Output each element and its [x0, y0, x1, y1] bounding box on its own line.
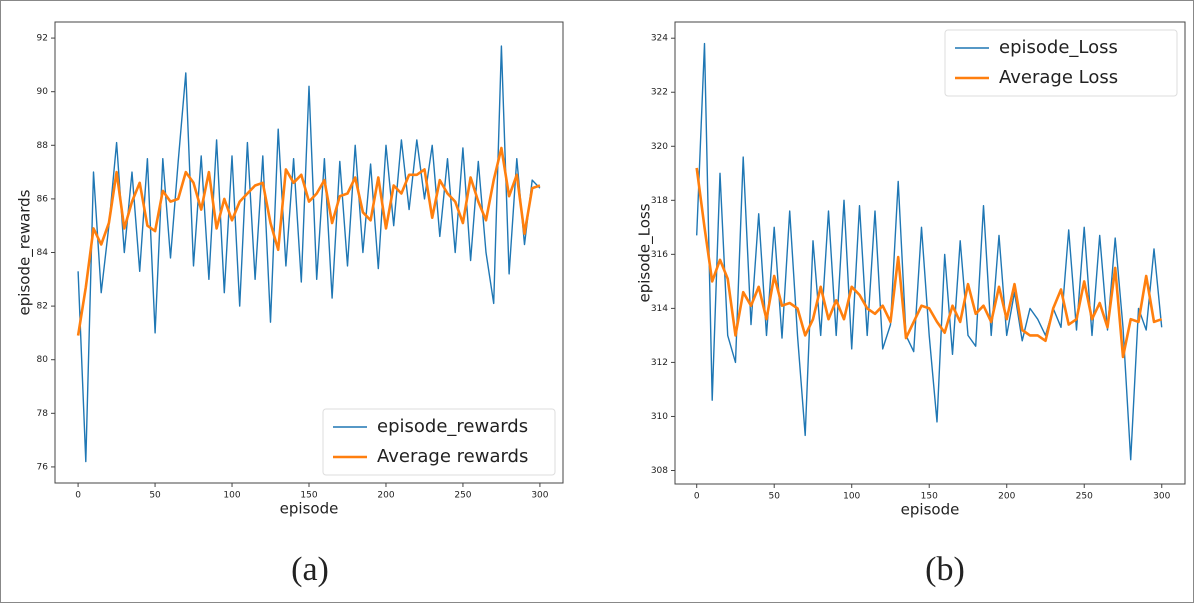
y-axis-label: episode_Loss [636, 203, 655, 302]
series-line [77, 45, 541, 463]
series-line [695, 167, 1163, 359]
caption: (a) [291, 551, 329, 588]
x-axis-label: episode [901, 501, 960, 519]
x-tick-label: 150 [300, 491, 317, 501]
x-tick-label: 50 [768, 492, 780, 502]
legend-label: episode_Loss [999, 37, 1118, 58]
y-tick-label: 84 [37, 248, 49, 258]
y-tick-label: 310 [651, 412, 668, 422]
x-tick-label: 250 [1076, 492, 1093, 502]
x-tick-label: 0 [75, 491, 81, 501]
y-tick-label: 322 [651, 88, 668, 98]
x-tick-label: 150 [921, 492, 938, 502]
x-tick-label: 200 [377, 491, 394, 501]
legend-label: Average Loss [999, 67, 1118, 88]
legend-label: Average rewards [377, 446, 528, 467]
series-line [76, 146, 541, 336]
y-tick-label: 316 [651, 250, 668, 260]
y-tick-label: 314 [651, 304, 668, 314]
y-tick-label: 308 [651, 466, 668, 476]
legend-box [322, 408, 556, 476]
x-tick-label: 0 [694, 492, 700, 502]
x-tick-label: 200 [998, 492, 1015, 502]
y-tick-label: 312 [651, 358, 668, 368]
series-line [696, 42, 1163, 461]
legend-label: episode_rewards [377, 416, 528, 437]
x-tick-label: 300 [531, 491, 548, 501]
y-tick-label: 88 [37, 141, 49, 151]
y-tick-label: 78 [37, 409, 49, 419]
x-axis-label: episode [280, 500, 339, 518]
x-tick-label: 50 [149, 491, 161, 501]
x-tick-label: 300 [1153, 492, 1170, 502]
y-tick-label: 324 [651, 34, 668, 44]
plot-area [674, 21, 1186, 485]
y-tick-label: 86 [37, 194, 49, 204]
y-tick-label: 76 [37, 462, 49, 472]
y-tick-label: 318 [651, 196, 668, 206]
y-tick-label: 90 [37, 87, 49, 97]
x-tick-label: 100 [223, 491, 240, 501]
y-tick-label: 82 [37, 302, 48, 312]
y-tick-label: 92 [37, 34, 48, 44]
x-tick-label: 100 [843, 492, 860, 502]
x-tick-label: 250 [454, 491, 471, 501]
y-tick-label: 320 [651, 142, 668, 152]
legend-box [944, 29, 1178, 97]
y-axis-label: episode_rewards [16, 189, 35, 315]
y-tick-label: 80 [37, 355, 49, 365]
caption: (b) [925, 551, 965, 588]
